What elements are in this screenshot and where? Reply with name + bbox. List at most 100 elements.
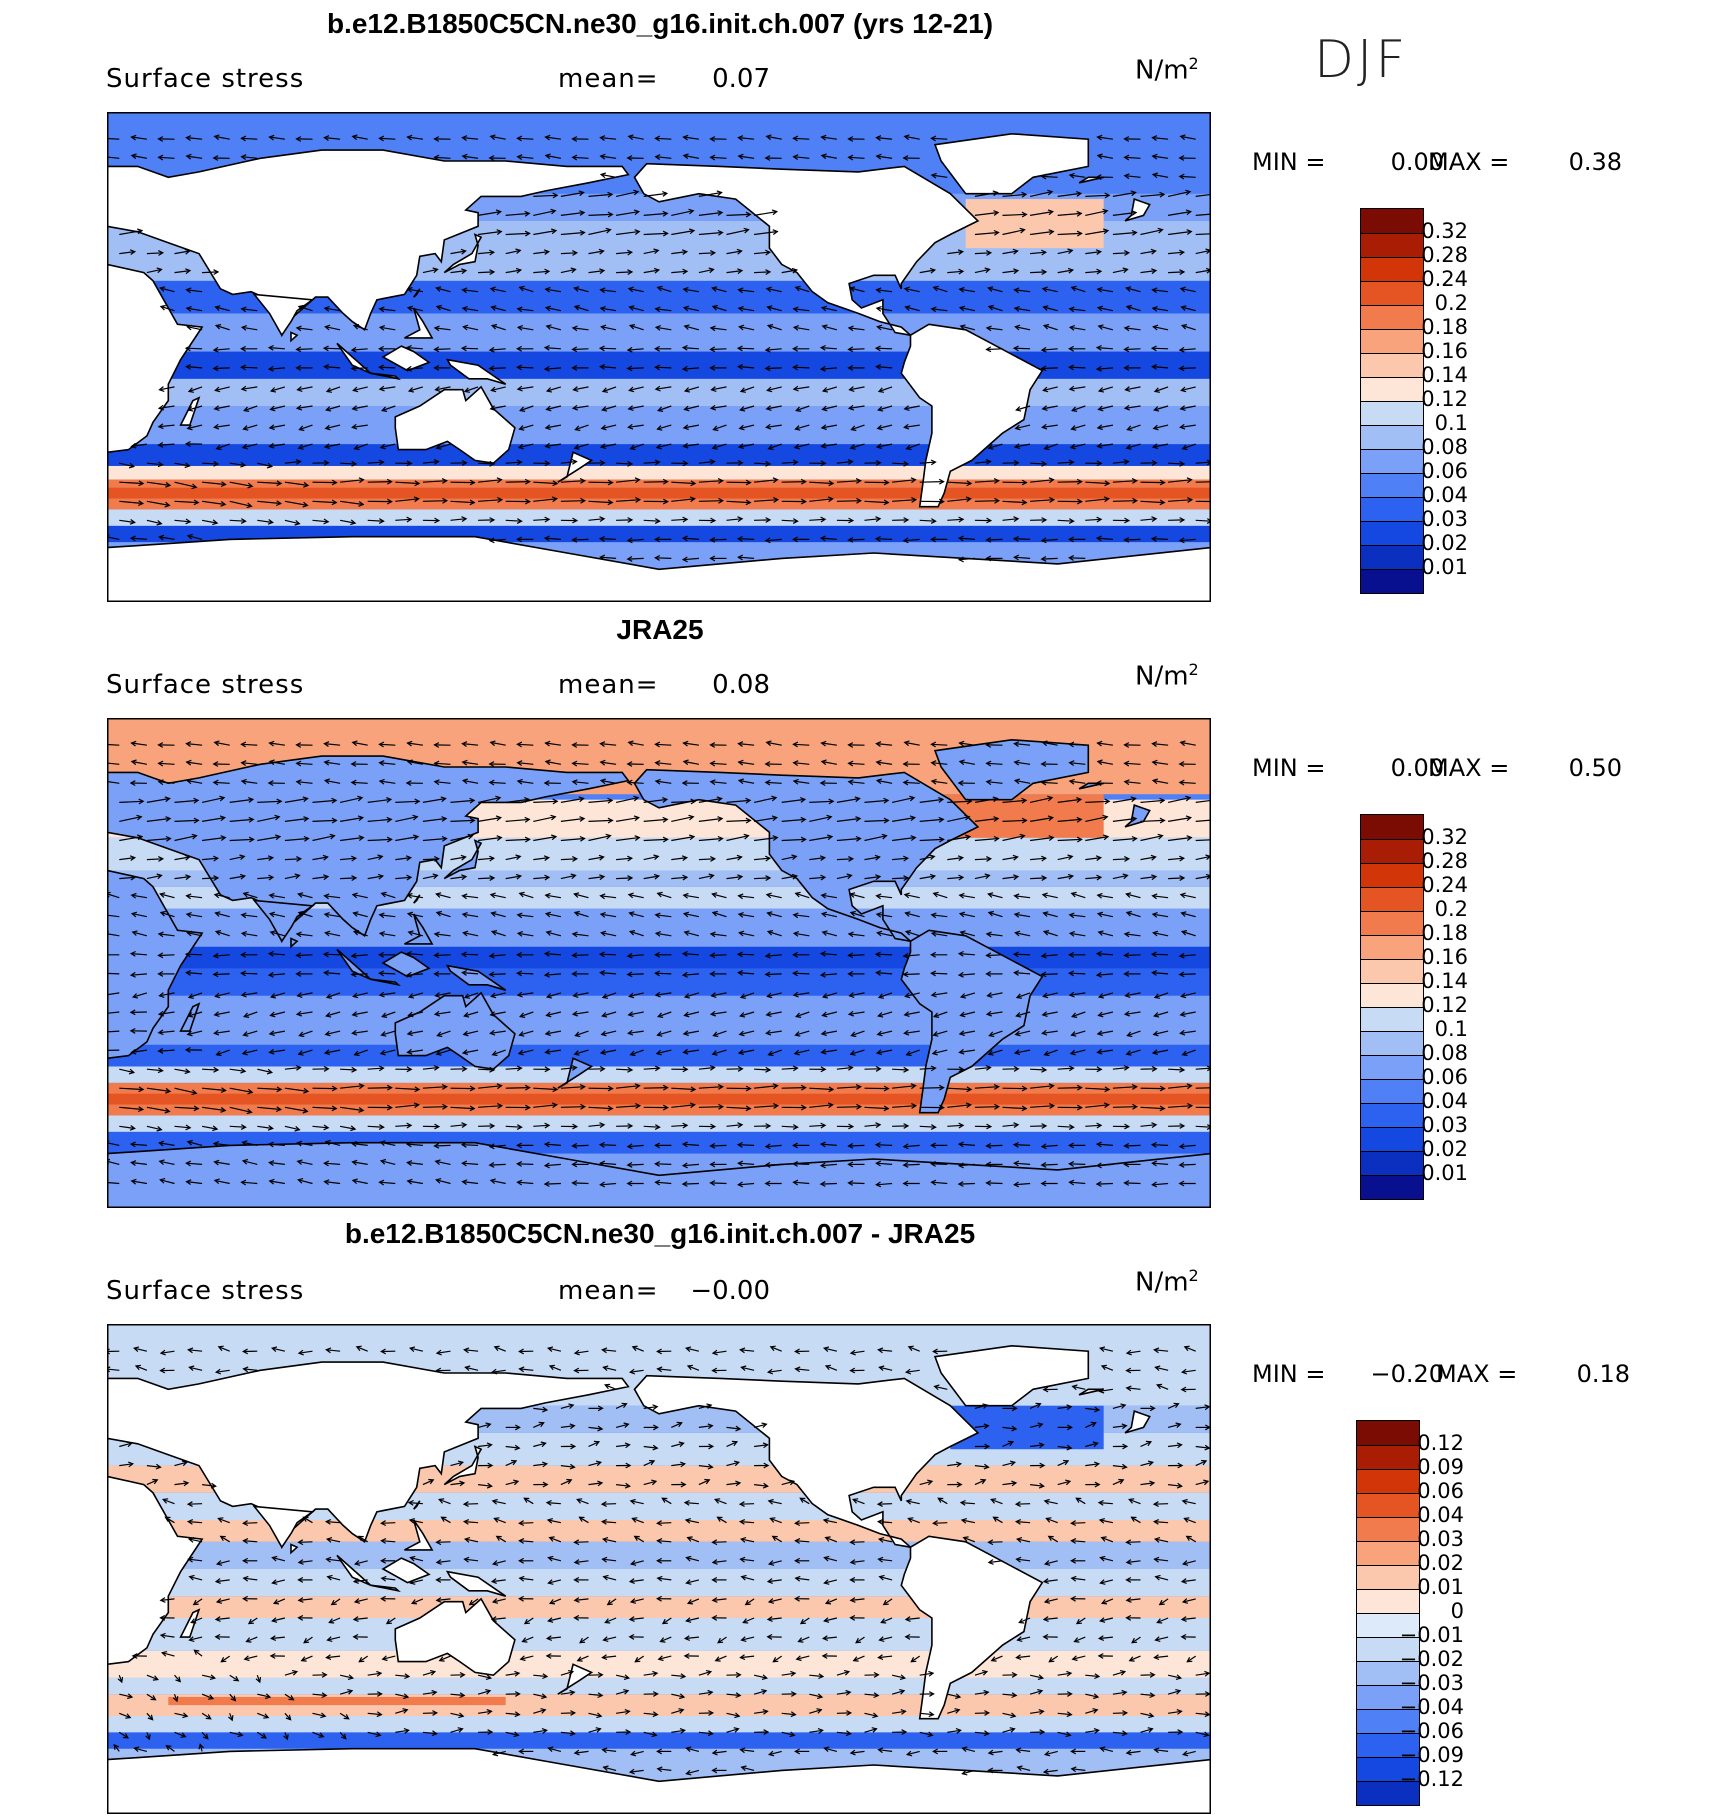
vector-arrowhead: [569, 1423, 576, 1430]
vector-arrowhead: [129, 780, 136, 787]
vector-arrowhead: [571, 364, 578, 371]
vector-arrow: [422, 1671, 436, 1676]
vector-arrowhead: [212, 952, 219, 959]
vector-arrowhead: [247, 1088, 254, 1095]
colorbar-swatch: [1361, 401, 1423, 425]
vector-arrowhead: [737, 135, 744, 141]
vector-arrow: [1112, 1691, 1127, 1695]
vector-arrowhead: [489, 134, 496, 141]
vector-arrowhead: [794, 1031, 801, 1037]
vector-arrow: [878, 1503, 893, 1505]
vector-arrow: [931, 914, 948, 918]
vector-arrowhead: [1013, 778, 1020, 785]
vector-arrowhead: [516, 154, 523, 160]
vector-arrow: [1157, 1617, 1169, 1624]
vector-arrowhead: [406, 516, 413, 523]
vector-arrowhead: [1066, 1711, 1073, 1718]
vector-arrowhead: [1180, 386, 1187, 393]
vector-arrowhead: [680, 1481, 687, 1488]
vector-arrowhead: [350, 346, 357, 353]
vector-arrowhead: [320, 1712, 327, 1719]
vector-arrowhead: [517, 1049, 524, 1056]
vector-arrow: [214, 1142, 230, 1146]
vector-arrowhead: [214, 992, 221, 999]
vector-arrow: [876, 443, 893, 448]
vector-arrow: [533, 816, 556, 822]
vector-arrowhead: [350, 952, 357, 959]
vector-arrowhead: [985, 952, 992, 959]
vector-arrowhead: [734, 1712, 741, 1719]
vector-arrowhead: [717, 478, 724, 484]
vector-arrowhead: [737, 759, 744, 766]
vector-arrow: [353, 992, 368, 997]
vector-arrowhead: [220, 481, 227, 488]
vector-arrowhead: [1096, 153, 1103, 160]
vector-arrowhead: [347, 1674, 355, 1680]
vector-arrow: [462, 895, 479, 899]
vector-arrowhead: [1068, 760, 1075, 766]
vector-arrow: [422, 1479, 434, 1486]
vector-arrowhead: [406, 1160, 413, 1166]
vector-arrowhead: [790, 1691, 797, 1697]
vector-arrowhead: [516, 931, 524, 937]
vector-arrow: [1152, 743, 1169, 746]
vector-arrow: [1112, 268, 1128, 274]
vector-arrow: [1002, 1441, 1014, 1448]
vector-arrowhead: [1125, 1597, 1132, 1603]
vector-arrowhead: [1096, 460, 1103, 467]
vector-arrow: [986, 327, 1003, 331]
vector-arrowhead: [771, 795, 778, 802]
vector-arrow: [738, 1162, 755, 1165]
vector-arrow: [876, 1162, 893, 1165]
vector-arrowhead: [819, 950, 826, 957]
vector-arrow: [119, 251, 135, 255]
vector-arrowhead: [596, 1712, 603, 1719]
vector-arrow: [876, 366, 893, 369]
vector-arrowhead: [156, 519, 163, 526]
vector-arrowhead: [380, 891, 387, 898]
vector-arrow: [545, 913, 562, 918]
vector-arrowhead: [654, 154, 661, 160]
vector-arrowhead: [1013, 268, 1020, 275]
vector-arrowhead: [1041, 269, 1048, 276]
vector-arrow: [588, 1693, 603, 1697]
min-value: −0.20: [1370, 1360, 1444, 1388]
vector-arrowhead: [192, 1599, 199, 1606]
vector-arrowhead: [1150, 951, 1157, 958]
vector-arrow: [158, 443, 175, 446]
vector-arrow: [1044, 1769, 1058, 1773]
vector-arrow: [1072, 405, 1086, 412]
vector-arrow: [603, 1366, 617, 1371]
vector-arrowhead: [405, 365, 412, 372]
vector-arrow: [864, 856, 880, 861]
vector-arrowhead: [718, 497, 725, 504]
vector-arrow: [1085, 1674, 1100, 1678]
vector-arrow: [933, 286, 948, 293]
vector-arrowhead: [1130, 1516, 1137, 1522]
vector-arrowhead: [302, 1107, 309, 1114]
vector-arrow: [931, 174, 948, 178]
vector-arrowhead: [1021, 1105, 1028, 1112]
vector-arrow: [272, 1579, 286, 1584]
vector-arrowhead: [820, 911, 828, 918]
vector-arrow: [1029, 1403, 1041, 1409]
vector-arrow: [340, 817, 363, 822]
vector-arrowhead: [598, 535, 605, 542]
vector-arrowhead: [820, 424, 827, 431]
vector-arrowhead: [682, 134, 689, 141]
vector-arrow: [462, 1144, 479, 1146]
vector-arrowhead: [1096, 442, 1103, 449]
vector-arrowhead: [1100, 1536, 1107, 1542]
vector-arrowhead: [488, 952, 495, 959]
vector-arrow: [1098, 386, 1114, 392]
vector-arrow: [906, 1500, 920, 1505]
vector-arrowhead: [1067, 1424, 1073, 1431]
vector-arrowhead: [544, 892, 551, 899]
vector-arrowhead: [816, 1708, 823, 1714]
vector-arrowhead: [961, 1769, 968, 1776]
vector-arrowhead: [627, 875, 634, 882]
vector-arrow: [658, 1655, 672, 1660]
vector-arrow: [450, 270, 467, 274]
vector-arrowhead: [1076, 1104, 1083, 1111]
vector-arrowhead: [1126, 425, 1133, 432]
